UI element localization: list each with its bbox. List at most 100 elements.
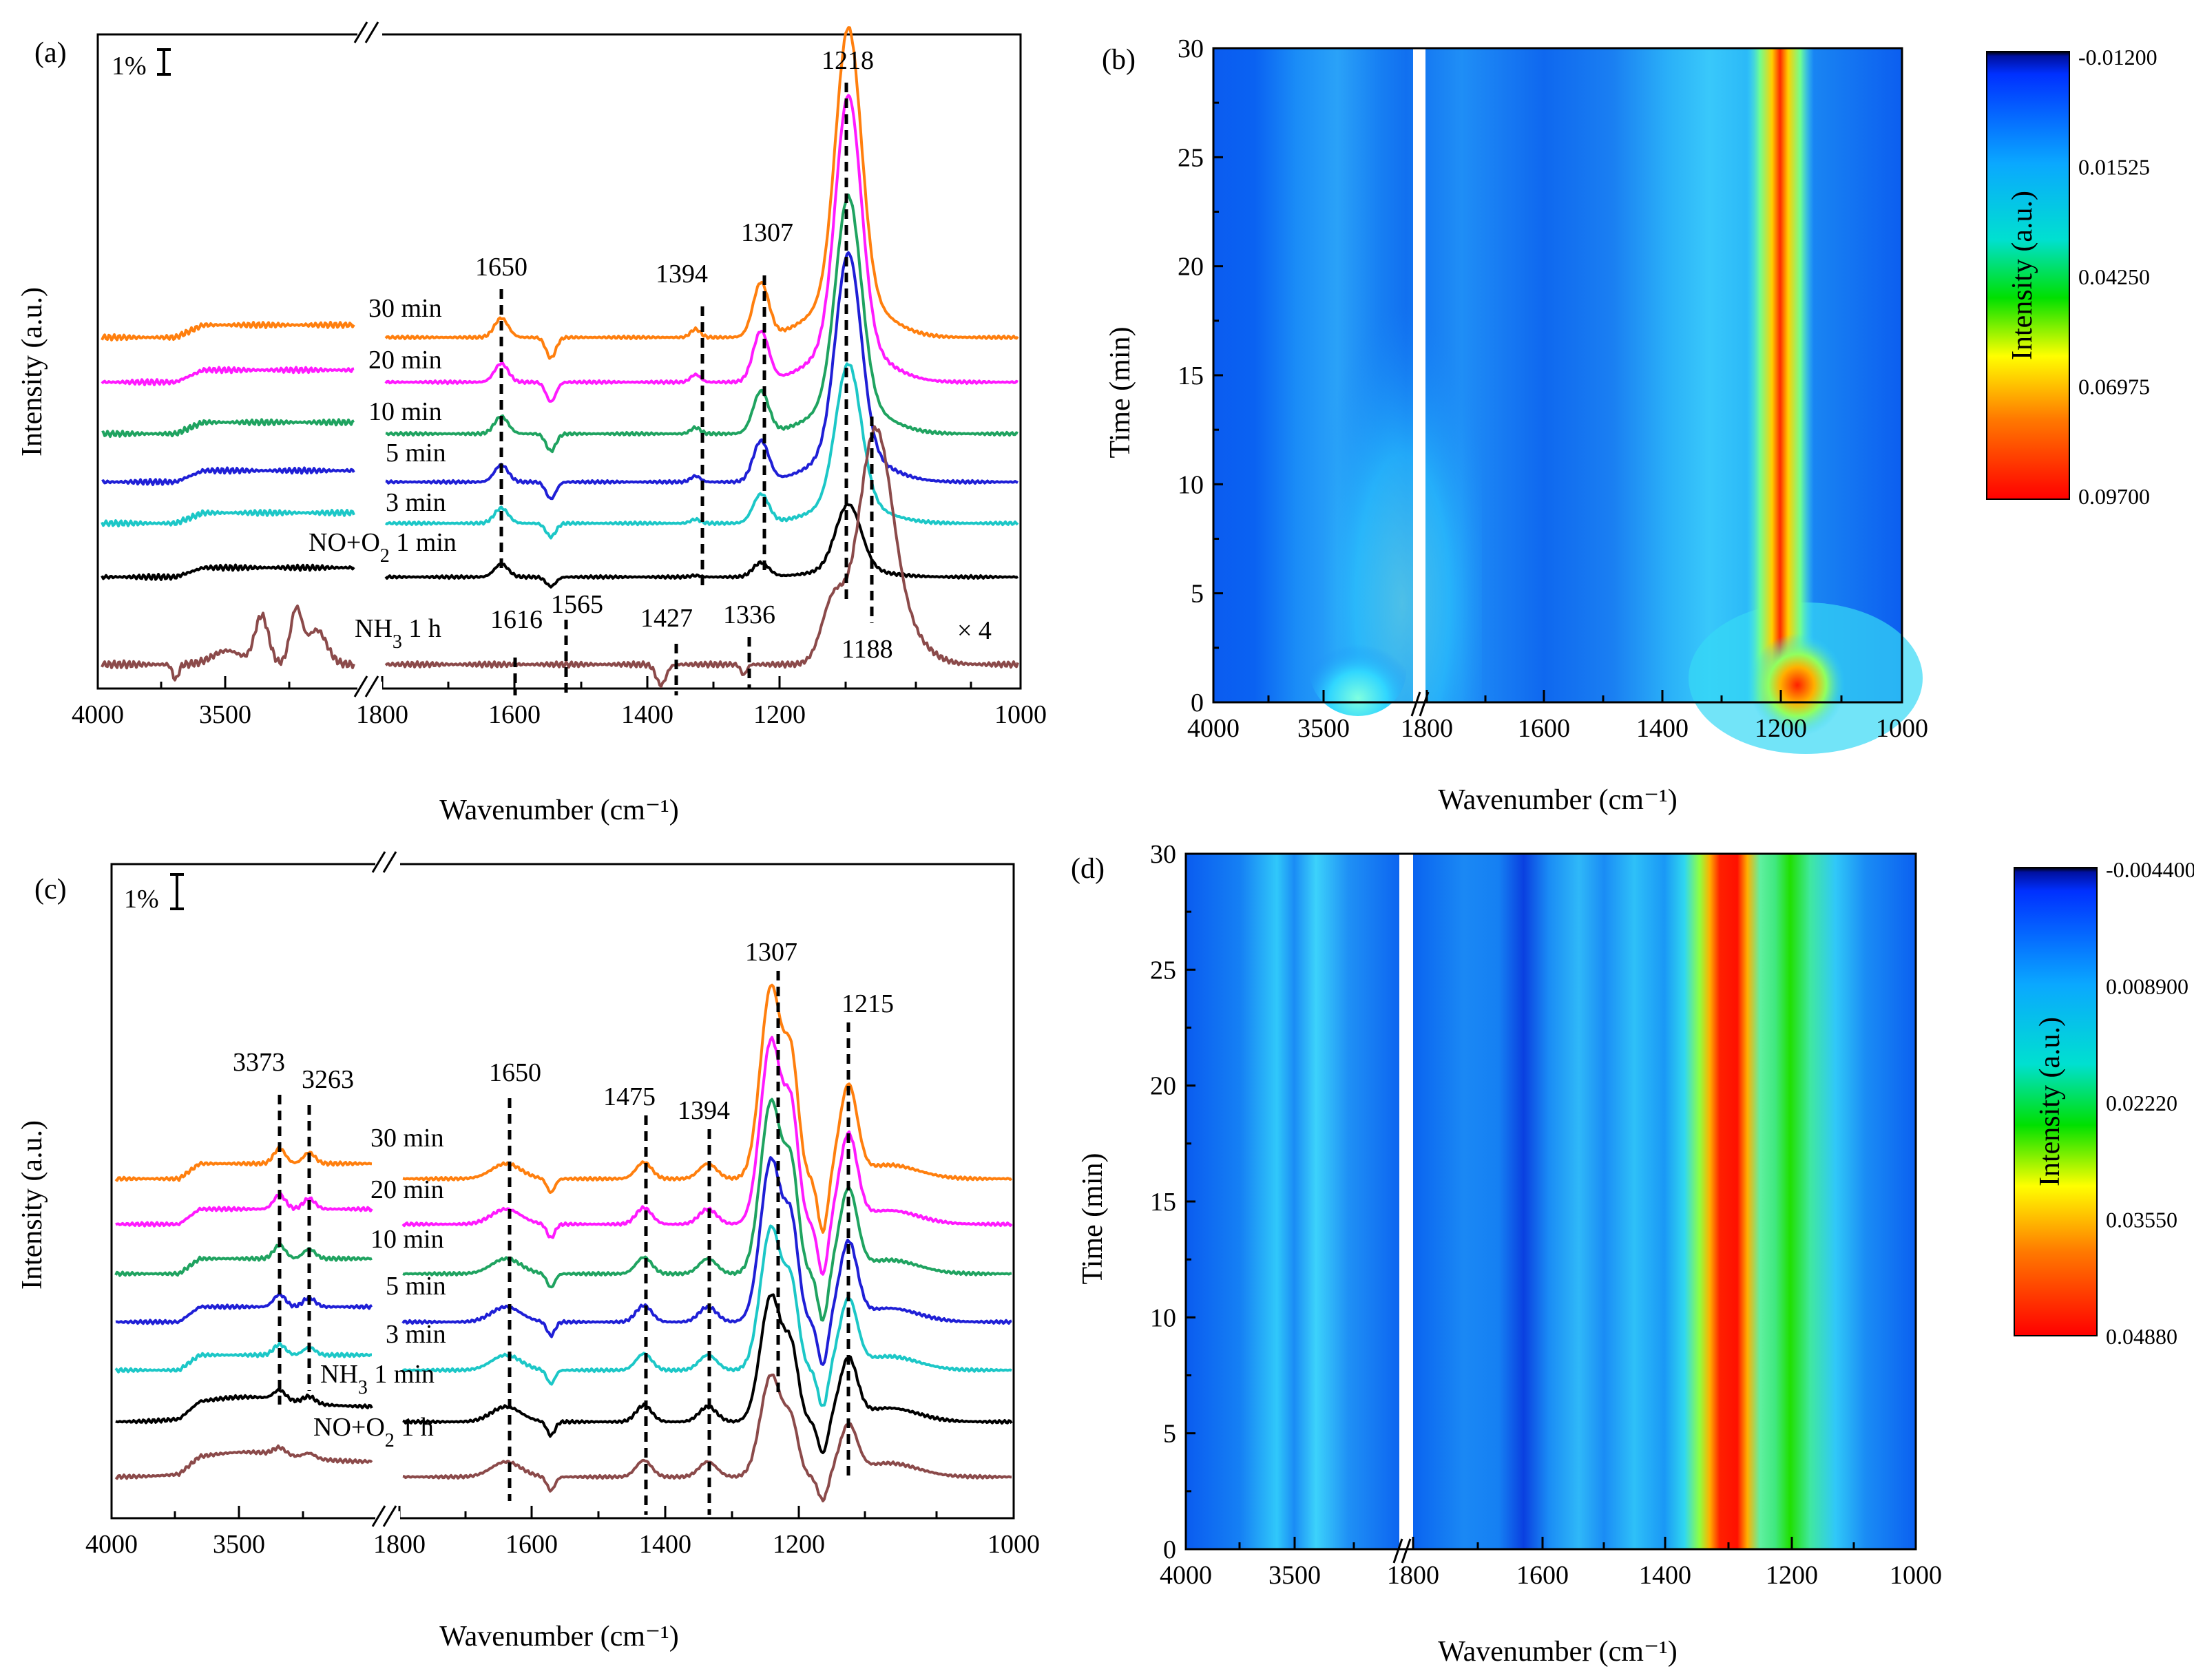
y-axis-label: Time (min) <box>1105 327 1136 459</box>
x-tick-label: 1400 <box>639 1530 691 1559</box>
x-tick-label: 4000 <box>72 700 124 729</box>
y-axis-label: Intensity (a.u.) <box>17 1120 48 1290</box>
x-axis-label: Wavenumber (cm⁻¹) <box>439 1621 678 1652</box>
y-tick-label: 15 <box>1178 361 1204 390</box>
x-tick-label: 3500 <box>1268 1561 1321 1590</box>
heatmap <box>1186 854 1916 1549</box>
x-tick-label: 1800 <box>1401 714 1453 743</box>
series-label: 30 min <box>368 294 442 323</box>
series-label: 30 min <box>370 1124 444 1153</box>
series-line <box>114 1444 373 1480</box>
series-label: 3 min <box>386 1320 446 1349</box>
x-tick-label: 1600 <box>488 700 541 729</box>
colorbar-tick-label: 0.008900 <box>2106 974 2188 999</box>
y-tick-label: 30 <box>1150 840 1176 869</box>
series-line <box>385 193 1018 454</box>
series-line <box>101 466 355 486</box>
series-line <box>101 508 355 527</box>
series-line <box>402 983 1013 1234</box>
series-label: NO+O2 1 h <box>313 1413 434 1451</box>
x-tick-label: 1200 <box>753 700 806 729</box>
peak-label: 1218 <box>822 46 874 75</box>
peak-label: 1336 <box>723 600 775 629</box>
peak-label: 3263 <box>302 1065 354 1094</box>
y-tick-label: 0 <box>1191 689 1204 717</box>
x-tick-label: 1600 <box>1518 714 1570 743</box>
factor-label: × 4 <box>957 616 992 645</box>
x-axis-label: Wavenumber (cm⁻¹) <box>1438 1636 1677 1668</box>
series-line <box>402 1098 1012 1322</box>
x-tick-label: 3500 <box>1297 714 1350 743</box>
series-line <box>402 1373 1012 1502</box>
series-line <box>101 366 355 386</box>
scale-label: 1% <box>112 52 147 81</box>
peak-label: 1427 <box>640 604 693 633</box>
scale-bar: 1% <box>112 48 171 81</box>
series-line <box>114 1146 373 1182</box>
y-tick-label: 25 <box>1178 143 1204 172</box>
panel-c: (c) 4000 3500 1800 1600 1400 1200 1000 1% Inte… <box>17 851 1040 1652</box>
series-line <box>101 418 355 438</box>
colorbar-tick-label: 0.03550 <box>2106 1208 2177 1232</box>
x-tick-label: 1000 <box>1876 714 1928 743</box>
y-axis-label: Intensity (a.u.) <box>17 287 48 456</box>
y-tick-label: 15 <box>1150 1188 1176 1217</box>
colorbar-tick-label: 0.04880 <box>2106 1324 2177 1349</box>
peak-label: 1307 <box>745 938 797 967</box>
x-tick-label: 1200 <box>773 1530 825 1559</box>
x-tick-label: 1400 <box>621 700 673 729</box>
series-label: 20 min <box>368 346 442 375</box>
y-tick-label: 5 <box>1163 1420 1176 1449</box>
panel-c-curves <box>114 983 1013 1502</box>
peak-label: 1650 <box>475 253 527 282</box>
x-tick-label: 1000 <box>994 700 1047 729</box>
x-tick-label: 1200 <box>1755 714 1807 743</box>
series-label: NH3 1 min <box>320 1360 435 1398</box>
panel-a-label: (a) <box>34 37 67 69</box>
y-tick-label: 10 <box>1178 470 1204 499</box>
peak-label: 1650 <box>489 1058 541 1087</box>
y-tick-label: 30 <box>1178 34 1204 63</box>
x-tick-label: 1400 <box>1639 1561 1691 1590</box>
colorbar-tick-label: 0.01525 <box>2078 155 2150 180</box>
x-axis-label: Wavenumber (cm⁻¹) <box>439 795 678 826</box>
x-tick-label: 1600 <box>505 1530 558 1559</box>
x-tick-label: 1800 <box>373 1530 426 1559</box>
peak-label: 1215 <box>842 989 894 1018</box>
colorbar-tick-label: -0.004400 <box>2106 857 2194 882</box>
colorbar-label: Intensity (a.u.) <box>2034 1017 2066 1186</box>
series-label: 3 min <box>386 488 446 517</box>
series-line <box>384 26 1019 360</box>
x-tick-label: 1400 <box>1636 714 1689 743</box>
series-label: 5 min <box>386 439 446 468</box>
panel-a-curves <box>101 26 1019 688</box>
series-line <box>384 425 1019 688</box>
peak-label: 1565 <box>551 590 603 619</box>
series-line <box>402 1293 1013 1454</box>
y-axis-label: Time (min) <box>1077 1153 1109 1285</box>
series-line <box>401 1224 1012 1407</box>
series-line <box>101 605 355 682</box>
x-tick-label: 3500 <box>199 700 251 729</box>
series-label: 5 min <box>386 1272 446 1301</box>
x-tick-label: 1200 <box>1766 1561 1818 1590</box>
colorbar: Intensity (a.u.) -0.01200 0.01525 0.04250 0… <box>1986 45 2158 509</box>
series-line <box>385 251 1018 501</box>
peak-label: 1394 <box>678 1096 730 1125</box>
colorbar-tick-label: 0.04250 <box>2078 264 2150 289</box>
x-tick-label: 1000 <box>1890 1561 1942 1590</box>
panel-a: (a) 4000 3500 1800 1600 1400 1200 1000 1% Inte… <box>17 21 1047 826</box>
peak-label: 1475 <box>603 1082 656 1111</box>
heatmap <box>1213 48 1923 754</box>
colorbar: Intensity (a.u.) -0.004400 0.008900 0.0222… <box>2014 857 2194 1349</box>
series-line <box>114 1243 373 1277</box>
y-tick-label: 5 <box>1191 580 1204 609</box>
x-tick-label: 4000 <box>1160 1561 1212 1590</box>
x-tick-label: 1800 <box>356 700 408 729</box>
colorbar-label: Intensity (a.u.) <box>2007 191 2038 360</box>
series-label: NO+O2 1 min <box>309 528 457 567</box>
x-tick-label: 1600 <box>1516 1561 1569 1590</box>
panel-c-label: (c) <box>34 874 67 905</box>
x-tick-label: 1800 <box>1387 1561 1439 1590</box>
